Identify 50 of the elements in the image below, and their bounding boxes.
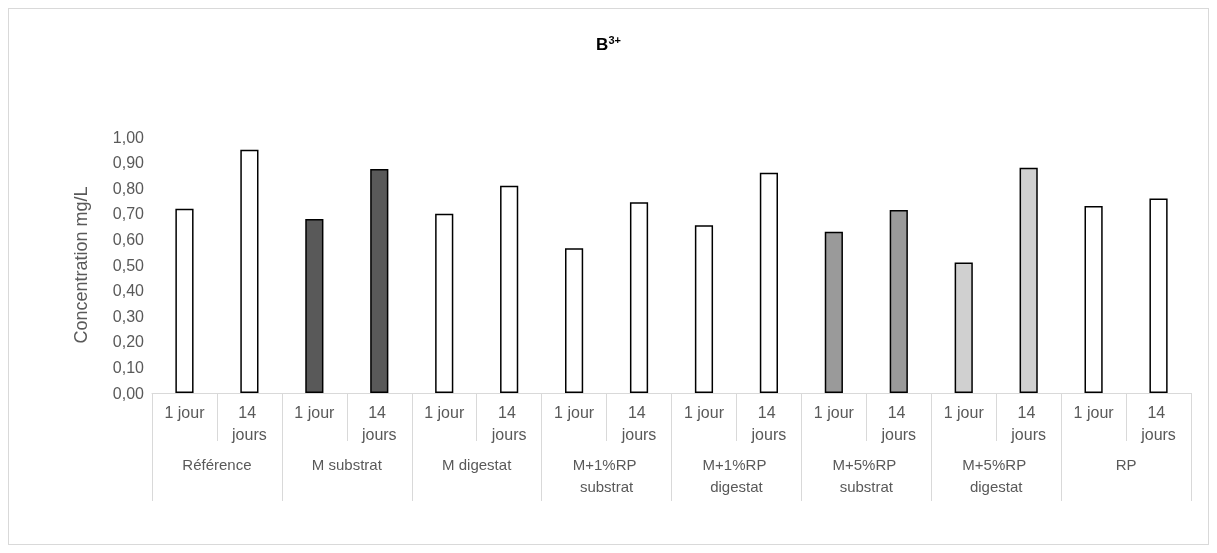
x-tick-label: 14 jours — [360, 403, 397, 443]
y-tick-label: 0,60 — [112, 230, 145, 248]
x-tick-label: 1 jour — [554, 403, 595, 421]
x-tick-label: 1 jour — [424, 403, 465, 421]
bar — [824, 231, 843, 393]
y-axis-title: Concentration mg/L — [71, 186, 91, 344]
bar — [500, 185, 519, 393]
text: M substrat — [311, 455, 383, 473]
x-tick-label: 1 jour — [943, 403, 985, 421]
x-tick-label: 1 jour — [164, 403, 206, 421]
x-tick-label: 1 jour — [813, 403, 855, 421]
x-tick-label: 14 jours — [490, 403, 527, 443]
x-tick-label: 14 jours — [750, 403, 787, 443]
bar — [889, 209, 908, 393]
text: M+5%RP digestat — [962, 455, 1031, 495]
y-tick-label: 0,90 — [112, 154, 145, 172]
bar — [305, 218, 324, 393]
y-tick-label: 0,30 — [112, 307, 145, 325]
y-tick-label: 0,20 — [112, 333, 145, 351]
bar — [629, 202, 649, 393]
bar — [759, 172, 778, 393]
bar — [240, 149, 259, 393]
bar — [175, 208, 194, 393]
bar — [1149, 198, 1168, 393]
x-tick-label: 1 jour — [294, 403, 336, 421]
text: Référence — [182, 455, 252, 473]
x-tick-label: 14 jours — [620, 403, 657, 443]
y-tick-label: 1,00 — [112, 128, 145, 146]
text: M+5%RP substrat — [832, 455, 901, 495]
bar — [435, 213, 454, 393]
y-tick-label: 0,70 — [112, 205, 145, 223]
y-tick-label: 0,00 — [112, 384, 145, 402]
x-tick-label: 1 jour — [1073, 403, 1115, 421]
text: M digestat — [442, 455, 513, 473]
y-tick-label: 0,10 — [112, 358, 145, 376]
bar — [565, 248, 584, 393]
x-tick-label: 14 jours — [1010, 403, 1046, 443]
x-tick-label: 14 jours — [1140, 403, 1176, 443]
text: RP — [1115, 455, 1137, 473]
text: M+1%RP substrat — [572, 455, 641, 495]
x-tick-label: 1 jour — [683, 403, 725, 421]
x-tick-label: 14 jours — [880, 403, 917, 443]
bar — [694, 225, 714, 393]
bar — [370, 169, 389, 393]
x-tick-label: 14 jours — [231, 403, 267, 443]
y-tick-label: 0,40 — [112, 282, 145, 300]
bar — [1084, 206, 1103, 393]
text: M+1%RP digestat — [702, 455, 771, 495]
y-tick-label: 0,50 — [112, 256, 145, 274]
y-tick-label: 0,80 — [112, 179, 145, 197]
